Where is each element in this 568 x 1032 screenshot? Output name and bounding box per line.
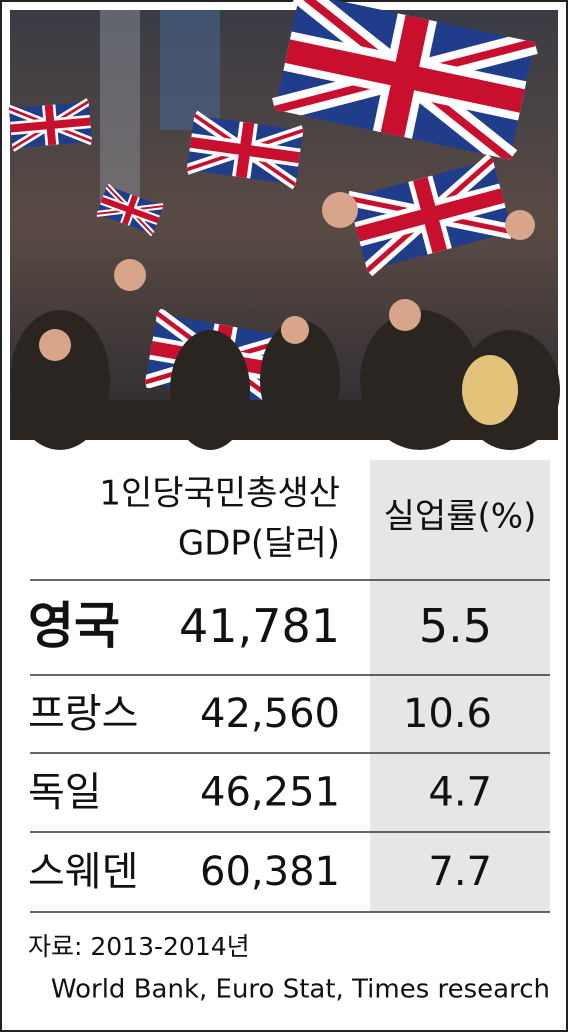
gdp: 60,381 — [200, 849, 340, 895]
gdp: 46,251 — [200, 770, 340, 816]
country: 영국 — [28, 597, 120, 655]
unemployment-header: 실업률(%) — [384, 497, 537, 537]
gdp: 41,781 — [179, 599, 340, 653]
unemployment: 7.7 — [428, 849, 492, 895]
country: 독일 — [28, 770, 102, 816]
gdp-header: GDP(달러) — [178, 524, 340, 564]
source: 자료: 2013-2014년 — [28, 932, 250, 961]
gdp: 42,560 — [200, 691, 340, 737]
country: 스웨덴 — [28, 849, 138, 895]
unemployment: 10.6 — [403, 691, 492, 737]
gdp-header: 1인당국민총생산 — [99, 474, 340, 514]
unemployment: 4.7 — [428, 770, 492, 816]
photo — [9, 0, 560, 450]
unemployment: 5.5 — [419, 599, 492, 653]
country: 프랑스 — [28, 691, 138, 737]
unemployment-column — [370, 460, 550, 912]
source: World Bank, Euro Stat, Times research — [51, 975, 550, 1005]
